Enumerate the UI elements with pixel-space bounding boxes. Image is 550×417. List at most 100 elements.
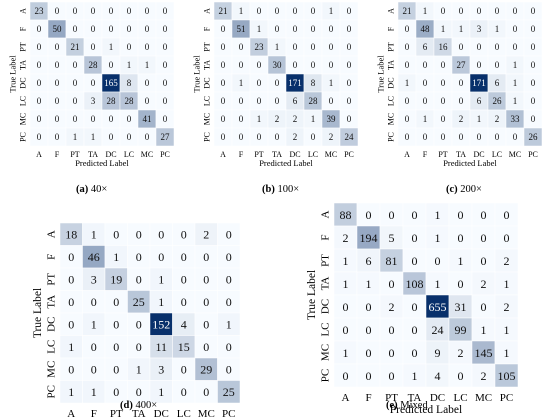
x-tick-label-F: F	[423, 150, 428, 159]
cell-value-label: 0	[347, 6, 352, 16]
x-tick-label-PT: PT	[110, 408, 123, 417]
x-tick-label-PC: PC	[500, 392, 513, 404]
cell-value-label: 3	[158, 363, 164, 377]
y-tick-label-MC: MC	[18, 113, 27, 125]
cell-value-label: 30	[273, 60, 283, 70]
cell-value-label: 0	[109, 132, 114, 142]
cell-value-label: 0	[55, 78, 60, 88]
cell-value-label: 0	[55, 114, 60, 124]
cell-value-label: 1	[504, 323, 510, 337]
cell-value-label: 0	[389, 208, 395, 222]
cell-value-label: 0	[226, 295, 232, 309]
cell-value-label: 1	[495, 24, 500, 34]
cell-value-label: 0	[495, 6, 500, 16]
cell-value-label: 0	[405, 60, 410, 70]
cell-value-label: 0	[55, 42, 60, 52]
cell-value-label: 0	[293, 60, 298, 70]
cell-value-label: 0	[441, 60, 446, 70]
cell-value-label: 0	[257, 96, 262, 106]
cell-value-label: 16	[439, 42, 449, 52]
cell-value-label: 0	[226, 340, 232, 354]
cell-value-label: 1	[239, 78, 244, 88]
cell-value-label: 6	[423, 42, 428, 52]
x-tick-label-LC: LC	[308, 150, 318, 159]
caption-tag: (d)	[120, 400, 133, 411]
cell-value-label: 0	[203, 340, 209, 354]
cell-value-label: 194	[360, 231, 378, 245]
cell-value-label: 0	[73, 60, 78, 70]
x-tick-label-MC: MC	[198, 408, 215, 417]
cell-value-label: 0	[423, 132, 428, 142]
cell-value-label: 1	[68, 340, 74, 354]
cell-value-label: 0	[275, 78, 280, 88]
cell-value-label: 24	[345, 132, 355, 142]
y-tick-label-F: F	[202, 26, 211, 31]
x-tick-label-PC: PC	[344, 150, 354, 159]
cell-value-label: 0	[239, 132, 244, 142]
cell-value-label: 15	[178, 340, 190, 354]
cell-value-label: 0	[68, 318, 74, 332]
cell-value-label: 0	[37, 42, 42, 52]
cell-value-label: 0	[239, 60, 244, 70]
x-tick-label-DC: DC	[473, 150, 484, 159]
cell-value-label: 0	[109, 24, 114, 34]
cell-value-label: 21	[219, 6, 228, 16]
cell-value-label: 0	[389, 369, 395, 383]
cell-value-label: 0	[441, 114, 446, 124]
cell-value-label: 1	[145, 60, 150, 70]
cell-value-label: 2	[275, 114, 280, 124]
x-tick-label-DC: DC	[154, 408, 169, 417]
cell-value-label: 0	[55, 132, 60, 142]
cell-value-label: 0	[311, 42, 316, 52]
cell-value-label: 0	[405, 24, 410, 34]
cell-value-label: 48	[421, 24, 431, 34]
cell-value-label: 0	[37, 132, 42, 142]
cell-value-label: 0	[37, 96, 42, 106]
cell-value-label: 1	[423, 6, 428, 16]
y-tick-label-A: A	[202, 8, 211, 14]
cell-value-label: 0	[495, 60, 500, 70]
x-tick-label-PC: PC	[528, 150, 538, 159]
cell-value-label: 0	[343, 300, 349, 314]
cell-value-label: 1	[226, 318, 232, 332]
cell-value-label: 0	[257, 6, 262, 16]
cell-value-label: 0	[37, 60, 42, 70]
x-tick-label-PC: PC	[222, 408, 235, 417]
cell-value-label: 0	[145, 96, 150, 106]
cell-value-label: 0	[481, 254, 487, 268]
cell-value-label: 0	[136, 318, 142, 332]
cell-value-label: 0	[347, 114, 352, 124]
caption-tag: (b)	[262, 184, 275, 195]
cell-value-label: 0	[109, 114, 114, 124]
cell-value-label: 0	[477, 132, 482, 142]
cell-value-label: 0	[145, 132, 150, 142]
y-tick-label-A: A	[45, 230, 57, 238]
y-axis-label: True Label	[32, 288, 44, 338]
cell-value-label: 0	[481, 231, 487, 245]
cell-value-label: 0	[109, 6, 114, 16]
cell-value-label: 1	[458, 254, 464, 268]
y-tick-label-TA: TA	[319, 277, 331, 291]
cell-value-label: 50	[53, 24, 63, 34]
cell-value-label: 0	[441, 132, 446, 142]
cell-value-label: 28	[309, 96, 319, 106]
heatmap-cell-PC-PC	[339, 127, 359, 147]
cell-value-label: 0	[221, 24, 226, 34]
cell-value-label: 0	[531, 42, 536, 52]
cell-value-label: 1	[158, 295, 164, 309]
cell-value-label: 0	[221, 114, 226, 124]
cell-value-label: 0	[37, 78, 42, 88]
cell-value-label: 0	[347, 60, 352, 70]
cell-value-label: 0	[113, 318, 119, 332]
x-tick-label-MC: MC	[325, 150, 337, 159]
caption-400x: (d) 400×	[120, 400, 157, 411]
cell-value-label: 1	[91, 318, 97, 332]
cell-value-label: 8	[311, 78, 316, 88]
cell-value-label: 1	[366, 277, 372, 291]
cell-value-label: 18	[65, 228, 77, 242]
cell-value-label: 0	[163, 6, 168, 16]
cell-value-label: 0	[531, 24, 536, 34]
cell-value-label: 0	[113, 295, 119, 309]
cell-value-label: 31	[455, 300, 467, 314]
cell-value-label: 0	[459, 78, 464, 88]
